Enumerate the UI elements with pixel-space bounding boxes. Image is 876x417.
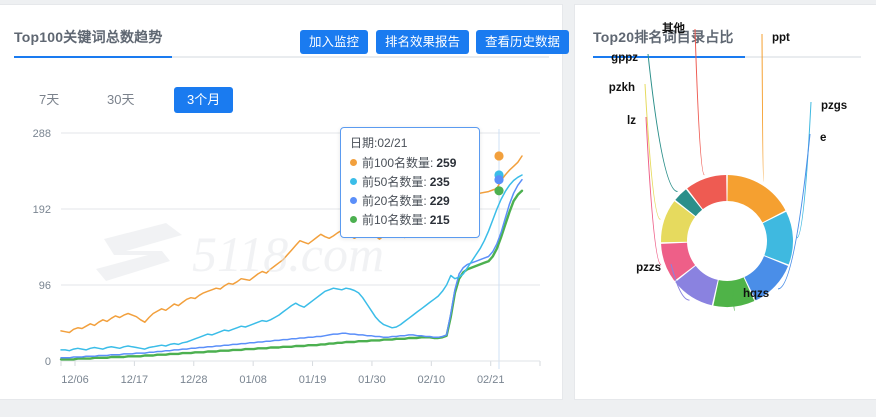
- tooltip-row: 前50名数量: 235: [350, 173, 470, 190]
- keyword-trend-chart: 0 96 192 288 12/06 12/17 12/28 01/08 01/19 01/30…: [0, 5, 563, 401]
- tooltip-row: 前100名数量: 259: [350, 154, 470, 171]
- trend-svg: 0 96 192 288 12/06 12/17 12/28 01/08 01/19 01/30…: [33, 128, 541, 386]
- donut-slice-label: 其他: [662, 21, 685, 35]
- title-rule-active: [14, 56, 172, 58]
- donut-slice[interactable]: [675, 189, 703, 217]
- series-dot-top50: [350, 178, 357, 185]
- donut-slice-label: pzzs: [636, 262, 661, 274]
- donut-slice[interactable]: [675, 265, 718, 306]
- tooltip-value: 215: [429, 212, 450, 227]
- donut-slice[interactable]: [661, 201, 696, 243]
- donut-slice[interactable]: [727, 175, 786, 223]
- donut-slice-label: pzkh: [609, 82, 635, 94]
- x-axis-tick: 02/10: [418, 374, 446, 386]
- series-line: [60, 178, 523, 359]
- x-axis-tick: 01/08: [239, 374, 267, 386]
- tooltip-date: 日期:02/21: [350, 136, 408, 150]
- chart-tooltip: 日期:02/21 前100名数量: 259 前50名数量: 235 前20名数量…: [340, 127, 480, 238]
- y-axis-tick: 0: [45, 356, 51, 368]
- donut-slice-label: e: [820, 132, 826, 144]
- tab-7-days[interactable]: 7天: [39, 92, 60, 107]
- tooltip-label: 前10名数量:: [362, 213, 427, 227]
- donut-svg: ppt pzgs e hqzs pzzs lz pzkh gppz 其他: [609, 21, 847, 312]
- view-history-button[interactable]: 查看历史数据: [476, 30, 570, 54]
- donut-leader-lines: [644, 28, 812, 312]
- donut-slice[interactable]: [661, 242, 696, 281]
- x-axis-tick: 12/28: [180, 374, 208, 386]
- chart-endpoint-markers: [494, 151, 504, 196]
- ranking-report-button[interactable]: 排名效果报告: [376, 30, 470, 54]
- donut-slice-label: hqzs: [743, 288, 769, 300]
- page-title: Top100关键词总数趋势: [14, 29, 163, 45]
- category-title-rule-active: [593, 56, 745, 58]
- tooltip-value: 229: [429, 193, 450, 208]
- donut-slice-label: pzgs: [821, 100, 847, 112]
- x-axis-tick: 12/17: [121, 374, 149, 386]
- tooltip-value: 259: [436, 155, 457, 170]
- add-monitor-button[interactable]: 加入监控: [300, 30, 369, 54]
- donut-labels: ppt pzgs e hqzs pzzs lz pzkh gppz 其他: [609, 21, 847, 300]
- tooltip-label: 前20名数量:: [362, 194, 427, 208]
- donut-slice-label: lz: [627, 115, 636, 127]
- x-axis-tick: 01/30: [358, 374, 386, 386]
- tooltip-row: 前20名数量: 229: [350, 192, 470, 209]
- category-donut-chart: ppt pzgs e hqzs pzzs lz pzkh gppz 其他: [575, 5, 876, 401]
- series-dot-top100: [350, 159, 357, 166]
- tooltip-label: 前50名数量:: [362, 175, 427, 189]
- series-dot-top20: [350, 197, 357, 204]
- category-share-panel: Top20排名词目录占比 ppt pzgs e hqzs pzzs lz pzkh gppz 其…: [574, 4, 876, 400]
- y-axis-labels: 0 96 192 288: [33, 128, 51, 368]
- donut-leader-line: [647, 53, 678, 192]
- tab-3-months[interactable]: 3个月: [174, 87, 234, 113]
- series-line: [60, 174, 523, 352]
- series-endpoint-marker[interactable]: [494, 151, 504, 161]
- donut-leader-line: [645, 116, 662, 266]
- series-dot-top10: [350, 216, 357, 223]
- donut-slice[interactable]: [687, 175, 727, 210]
- x-axis-tick: 12/06: [61, 374, 89, 386]
- donut-slice[interactable]: [744, 256, 789, 301]
- y-axis-tick: 288: [33, 128, 51, 140]
- y-axis-tick: 192: [33, 204, 51, 216]
- series-endpoint-marker[interactable]: [494, 186, 504, 196]
- keyword-trend-panel: Top100关键词总数趋势 加入监控 排名效果报告 查看历史数据 7天 30天 …: [0, 4, 570, 401]
- category-panel-title: Top20排名词目录占比: [593, 29, 734, 45]
- tooltip-row: 前10名数量: 215: [350, 211, 470, 228]
- tooltip-value: 235: [429, 174, 450, 189]
- series-endpoint-marker[interactable]: [494, 175, 504, 185]
- y-axis-tick: 96: [39, 280, 51, 292]
- donut-leader-line: [777, 133, 811, 290]
- donut-leader-line: [670, 263, 690, 301]
- donut-leader-line: [732, 289, 736, 312]
- donut-slices: [661, 175, 793, 307]
- donut-leader-line: [761, 33, 765, 182]
- donut-slice[interactable]: [713, 277, 755, 307]
- category-title-rule: [593, 56, 861, 58]
- donut-slice-label: ppt: [772, 32, 790, 44]
- x-axis-labels: 12/06 12/17 12/28 01/08 01/19 01/30 02/10 02/21: [60, 360, 541, 386]
- tab-30-days[interactable]: 30天: [107, 92, 135, 107]
- donut-slice-label: gppz: [611, 52, 638, 64]
- x-axis-tick: 01/19: [299, 374, 327, 386]
- title-rule: [14, 56, 549, 58]
- donut-leader-line: [644, 83, 661, 220]
- x-axis-tick: 02/21: [477, 374, 505, 386]
- donut-slice[interactable]: [762, 211, 793, 265]
- donut-leader-line: [694, 28, 705, 176]
- donut-leader-line: [796, 101, 812, 239]
- tooltip-label: 前100名数量:: [362, 156, 434, 170]
